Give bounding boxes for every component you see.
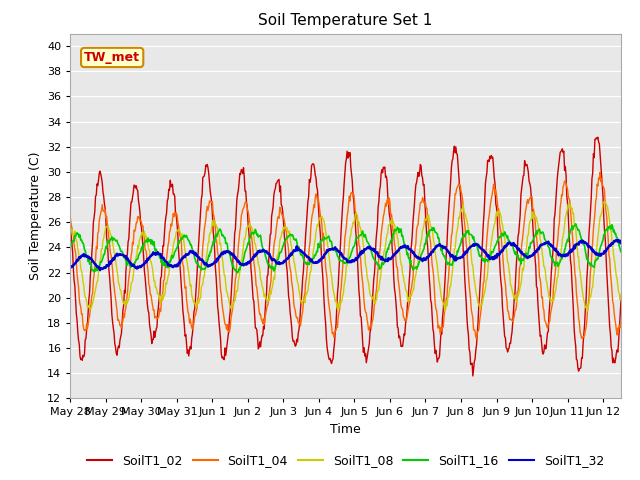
SoilT1_08 [67,232,74,238]
SoilT1_32 [96,267,104,273]
SoilT1_32 [612,237,620,243]
SoilT1_02 [446,190,454,196]
SoilT1_04 [618,317,625,323]
Title: Soil Temperature Set 1: Soil Temperature Set 1 [259,13,433,28]
SoilT1_04 [186,316,194,322]
SoilT1_16 [495,234,503,240]
SoilT1_08 [441,309,449,314]
SoilT1_02 [367,313,375,319]
SoilT1_16 [234,270,241,276]
SoilT1_04 [446,256,454,262]
SoilT1_02 [618,291,625,297]
SoilT1_16 [618,249,625,255]
SoilT1_08 [447,283,454,289]
SoilT1_02 [67,220,74,226]
SoilT1_16 [369,252,376,258]
SoilT1_02 [495,255,503,261]
SoilT1_04 [388,211,396,217]
SoilT1_02 [186,344,194,349]
Line: SoilT1_32: SoilT1_32 [70,240,621,270]
SoilT1_16 [67,245,74,251]
SoilT1_16 [186,242,194,248]
SoilT1_32 [369,247,376,252]
SoilT1_02 [388,231,396,237]
SoilT1_16 [418,251,426,256]
SoilT1_04 [417,200,425,205]
Text: TW_met: TW_met [84,51,140,64]
SoilT1_02 [469,373,477,379]
X-axis label: Time: Time [330,423,361,436]
Legend: SoilT1_02, SoilT1_04, SoilT1_08, SoilT1_16, SoilT1_32: SoilT1_02, SoilT1_04, SoilT1_08, SoilT1_… [82,449,609,472]
SoilT1_08 [186,283,194,289]
Y-axis label: Soil Temperature (C): Soil Temperature (C) [29,152,42,280]
SoilT1_32 [418,257,426,263]
SoilT1_08 [495,209,503,215]
SoilT1_32 [447,253,454,259]
SoilT1_04 [67,216,74,221]
SoilT1_04 [367,324,375,329]
SoilT1_16 [447,262,454,267]
SoilT1_16 [572,221,579,227]
Line: SoilT1_02: SoilT1_02 [70,137,621,376]
Line: SoilT1_04: SoilT1_04 [70,172,621,339]
SoilT1_32 [618,240,625,246]
SoilT1_32 [187,248,195,254]
SoilT1_08 [600,199,607,204]
SoilT1_02 [594,134,602,140]
SoilT1_32 [67,265,74,271]
SoilT1_32 [388,254,396,260]
Line: SoilT1_16: SoilT1_16 [70,224,621,273]
Line: SoilT1_08: SoilT1_08 [70,202,621,312]
SoilT1_08 [417,239,425,244]
SoilT1_02 [417,163,425,168]
SoilT1_08 [367,294,375,300]
SoilT1_04 [495,220,503,226]
SoilT1_04 [473,336,481,342]
SoilT1_08 [388,217,396,223]
SoilT1_16 [388,238,396,243]
SoilT1_04 [596,169,604,175]
SoilT1_08 [618,298,625,303]
SoilT1_32 [495,252,503,257]
